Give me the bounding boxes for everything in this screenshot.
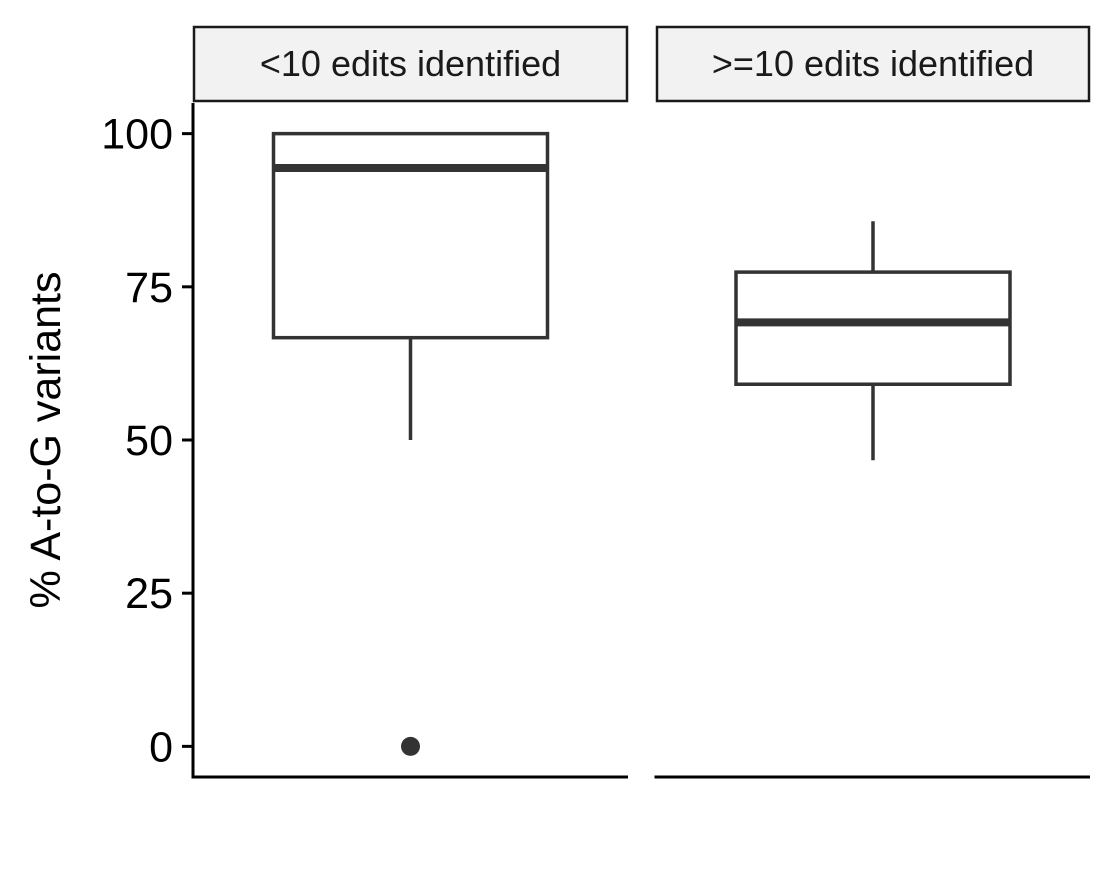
facet-strip-label-ge10: >=10 edits identified <box>712 43 1034 84</box>
y-tick-label: 100 <box>101 111 173 159</box>
outlier-point <box>401 736 420 756</box>
facet-strip-ge10 <box>655 25 1091 103</box>
y-tick-label: 25 <box>125 570 173 618</box>
box-iqr <box>734 270 1012 386</box>
facet-panel-lt10: <10 edits identified <box>191 25 629 779</box>
boxplot-lt10 <box>271 131 550 756</box>
facet-strip-label-lt10: <10 edits identified <box>260 43 561 84</box>
boxplot-ge10 <box>734 221 1012 461</box>
y-tick-label: 75 <box>125 264 173 312</box>
facet-strip-lt10 <box>192 25 629 103</box>
y-axis-title: % A-to-G variants <box>22 272 70 609</box>
y-tick-label: 50 <box>125 417 173 465</box>
y-tick-label: 0 <box>149 723 173 771</box>
facet-panel-ge10: >=10 edits identified <box>654 25 1091 779</box>
y-axis-ticks: 0 25 50 75 100 <box>101 111 193 771</box>
